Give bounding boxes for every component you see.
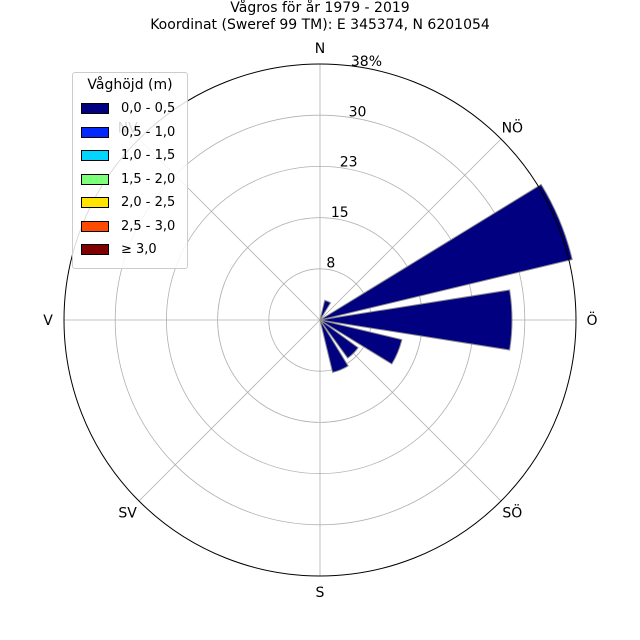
legend-label: 0,0 - 0,5 — [121, 101, 176, 117]
grid-spoke — [319, 138, 502, 321]
legend-swatch — [81, 126, 109, 138]
rose-bar — [319, 183, 573, 321]
chart-title-block: Vågros för år 1979 - 2019 Koordinat (Swe… — [0, 0, 640, 34]
legend-swatch — [81, 220, 109, 232]
legend-swatch — [81, 150, 109, 162]
grid-spoke — [138, 319, 321, 502]
legend-title: Våghöjd (m) — [87, 77, 173, 93]
legend-entry: 1,5 - 2,0 — [81, 168, 179, 192]
direction-label: SÖ — [502, 503, 522, 521]
direction-label: NÖ — [502, 119, 524, 137]
radial-tick-label: 30 — [349, 104, 367, 120]
legend-swatch — [81, 103, 109, 115]
legend-label: 2,5 - 3,0 — [121, 218, 176, 234]
rose-bar — [319, 319, 349, 374]
radial-tick-label: 8 — [326, 256, 335, 272]
grid-circle — [114, 114, 526, 526]
legend-swatch — [81, 173, 109, 185]
radial-tick-label: 38% — [351, 54, 382, 70]
rose-bar — [319, 319, 359, 359]
legend-label: 1,0 - 1,5 — [121, 148, 176, 164]
rose-bar — [319, 289, 513, 351]
legend-entry: 0,0 - 0,5 — [81, 97, 179, 121]
legend-entry: 0,5 - 1,0 — [81, 121, 179, 145]
rose-bar — [319, 299, 332, 321]
legend-label: 2,0 - 2,5 — [121, 195, 176, 211]
chart-title: Vågros för år 1979 - 2019 — [230, 0, 410, 16]
legend-entry: 2,0 - 2,5 — [81, 191, 179, 215]
direction-label: V — [43, 313, 53, 329]
radial-tick-label: 15 — [331, 205, 349, 221]
direction-label: Ö — [586, 311, 597, 329]
chart-subtitle: Koordinat (Sweref 99 TM): E 345374, N 62… — [150, 17, 490, 33]
legend-label: 1,5 - 2,0 — [121, 171, 176, 187]
legend-swatch — [81, 197, 109, 209]
legend-swatch — [81, 244, 109, 256]
direction-label: SV — [118, 505, 137, 521]
legend-entry: ≥ 3,0 — [81, 238, 179, 262]
legend-entry: 1,0 - 1,5 — [81, 144, 179, 168]
radial-tick-label: 23 — [340, 155, 358, 171]
direction-label: N — [315, 41, 325, 57]
polar-frame — [63, 63, 577, 577]
rose-bar — [319, 319, 403, 365]
direction-label: S — [316, 585, 325, 601]
legend: Våghöjd (m) 0,0 - 0,5 0,5 - 1,0 1,0 - 1,5 1… — [72, 72, 188, 269]
legend-label: 0,5 - 1,0 — [121, 124, 176, 140]
legend-entry: 2,5 - 3,0 — [81, 215, 179, 239]
legend-label: ≥ 3,0 — [121, 242, 157, 258]
